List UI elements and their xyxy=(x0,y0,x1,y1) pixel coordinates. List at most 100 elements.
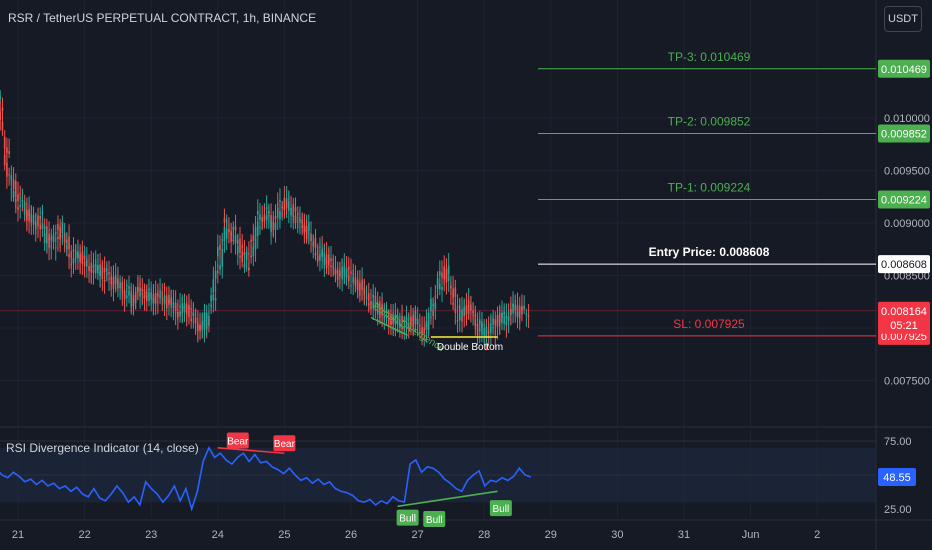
level-tag-TP-2 xyxy=(878,124,930,143)
candle-body xyxy=(341,266,343,279)
candle-body xyxy=(172,302,175,305)
x-tick-label: 21 xyxy=(12,529,24,541)
candle-body xyxy=(478,328,481,331)
double-bottom-label: Double Bottom xyxy=(437,342,503,353)
candle-body xyxy=(21,201,24,203)
candle-body xyxy=(310,239,312,241)
x-tick-label: 22 xyxy=(78,529,90,541)
candle-body xyxy=(441,272,443,278)
candle-body xyxy=(248,267,250,271)
candle-body xyxy=(527,315,530,317)
candle-body xyxy=(256,211,259,215)
candle-body xyxy=(223,227,226,241)
candle-body xyxy=(494,332,497,335)
candle-body xyxy=(292,218,295,220)
candle-body xyxy=(32,214,35,219)
candle-body xyxy=(61,235,64,237)
candle-body xyxy=(97,264,99,274)
candle-body xyxy=(203,312,206,322)
level-tag-text-Entry: 0.008608 xyxy=(881,259,927,271)
candle-body xyxy=(137,286,139,291)
candle-body xyxy=(17,206,19,211)
candle-body xyxy=(221,248,224,267)
candle-body xyxy=(174,311,177,313)
candle-body xyxy=(416,323,419,325)
bull-divergence-line xyxy=(397,490,498,508)
candle-body xyxy=(221,239,224,241)
candle-body xyxy=(352,276,355,283)
candle-body xyxy=(350,285,352,287)
signal-bear-label: Bear xyxy=(227,437,249,448)
candle-body xyxy=(30,218,33,223)
candle-body xyxy=(125,295,128,299)
candle-body xyxy=(414,316,417,321)
candle-body xyxy=(265,207,268,210)
signal-bear-label: Bear xyxy=(274,439,296,450)
candle-body xyxy=(403,327,406,330)
candle-body xyxy=(212,279,215,293)
candle-body xyxy=(0,96,2,99)
candle-body xyxy=(312,245,315,247)
y-tick-label: 0.008500 xyxy=(884,271,930,283)
level-tag-text-TP-3: 0.010469 xyxy=(881,64,927,76)
candle-body xyxy=(456,319,459,322)
candle-body xyxy=(197,322,199,330)
candle-body xyxy=(330,265,332,267)
candle-body xyxy=(361,287,363,289)
candle-body xyxy=(10,189,13,191)
candle-body xyxy=(303,225,306,233)
rsi-y-tick-label: 25.00 xyxy=(884,504,912,516)
candle-body xyxy=(288,201,290,211)
candle-body xyxy=(190,318,192,322)
candle-body xyxy=(447,265,450,274)
candle-body xyxy=(34,221,37,225)
candle-body xyxy=(394,314,397,325)
candle-body xyxy=(472,310,474,314)
candle-body xyxy=(177,311,179,318)
candle-body xyxy=(168,299,170,303)
candle-body xyxy=(299,218,301,223)
candle-body xyxy=(37,215,39,226)
candle-body xyxy=(434,295,437,297)
candle-body xyxy=(259,214,261,220)
candle-body xyxy=(321,251,323,258)
candle-body xyxy=(59,226,61,240)
candle-body xyxy=(407,324,410,330)
chart-title: RSR / TetherUS PERPETUAL CONTRACT, 1h, B… xyxy=(8,11,317,25)
candle-body xyxy=(219,265,221,270)
candle-body xyxy=(421,331,423,335)
candle-body xyxy=(217,246,219,257)
currency-button[interactable]: USDT xyxy=(884,6,922,32)
candle-body xyxy=(54,232,57,234)
candle-body xyxy=(185,310,188,315)
candle-body xyxy=(199,324,201,332)
candle-body xyxy=(83,261,86,267)
candle-body xyxy=(387,314,390,322)
candle-body xyxy=(425,320,428,331)
x-tick-label: 23 xyxy=(145,529,157,541)
candle-body xyxy=(283,197,286,210)
candle-body xyxy=(190,308,192,310)
candle-body xyxy=(305,225,308,240)
candle-body xyxy=(372,302,374,308)
candle-body xyxy=(157,301,159,303)
candle-body xyxy=(501,313,503,318)
candle-body xyxy=(1,121,4,131)
candle-body xyxy=(57,224,59,231)
level-label-SL: SL: 0.007925 xyxy=(673,317,745,331)
candle-body xyxy=(350,271,352,274)
candle-body xyxy=(99,271,101,277)
candle-body xyxy=(490,326,492,333)
candle-body xyxy=(354,277,357,282)
candle-body xyxy=(121,292,124,294)
candle-body xyxy=(296,212,299,216)
candle-body xyxy=(447,277,450,282)
signal-bear-badge xyxy=(273,435,296,452)
level-tag-text-SL: 0.007925 xyxy=(881,331,927,343)
x-tick-label: 2 xyxy=(814,529,820,541)
candle-body xyxy=(148,292,150,301)
candle-body xyxy=(128,290,130,296)
candle-body xyxy=(396,315,399,321)
